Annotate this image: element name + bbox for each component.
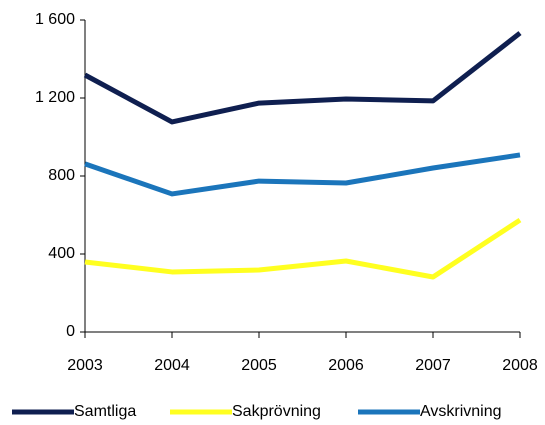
y-tick-label: 1 600 <box>35 11 75 28</box>
y-tick-label: 400 <box>48 245 75 262</box>
legend-label: Samtliga <box>74 403 136 420</box>
series-line <box>84 152 521 197</box>
legend-label: Avskrivning <box>420 403 502 420</box>
y-tick-label: 0 <box>66 323 75 340</box>
series-line <box>83 31 522 125</box>
x-tick-label: 2007 <box>415 357 451 374</box>
y-tick-label: 800 <box>48 167 75 184</box>
x-tick-label: 2004 <box>154 357 190 374</box>
legend-label: Sakprövning <box>232 403 321 420</box>
x-tick-label: 2003 <box>67 357 103 374</box>
x-tick-label: 2006 <box>328 357 364 374</box>
x-tick-label: 2005 <box>241 357 277 374</box>
series-line <box>84 217 522 280</box>
y-tick-label: 1 200 <box>35 89 75 106</box>
x-tick-label: 2008 <box>502 357 538 374</box>
